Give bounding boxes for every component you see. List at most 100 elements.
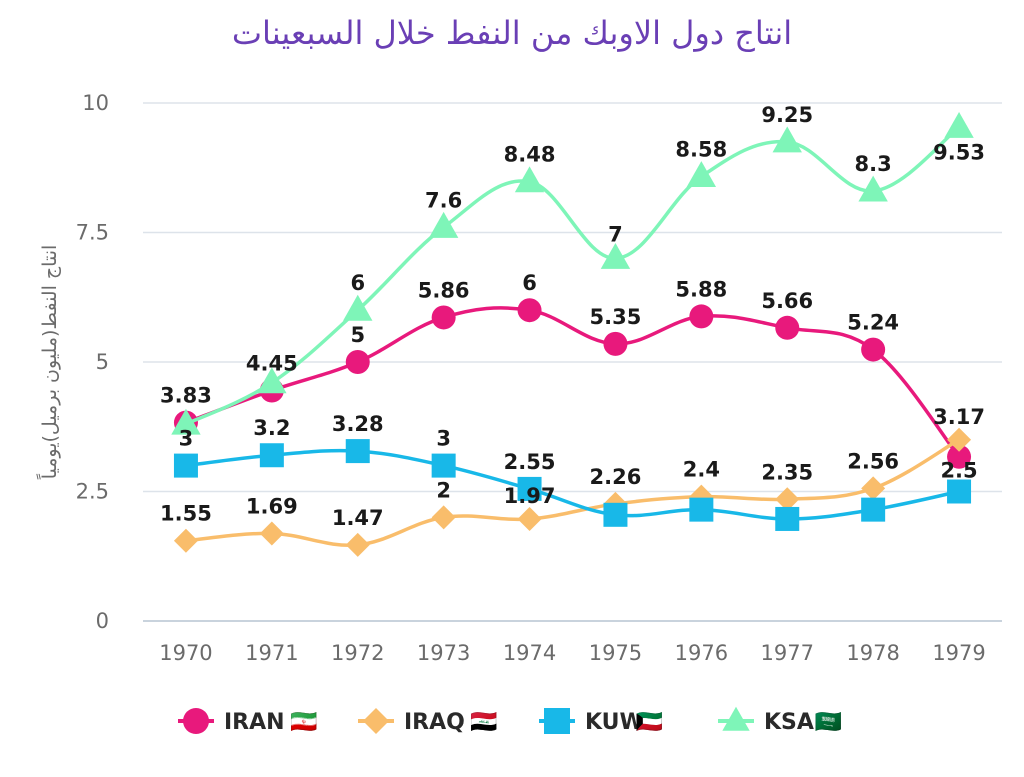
data-label-ksa-1978: 8.3 [855, 152, 892, 176]
x-tick-label: 1971 [245, 641, 298, 665]
x-tick-label: 1975 [589, 641, 642, 665]
marker-ksa-1975 [600, 243, 631, 269]
marker-ksa-1973 [428, 211, 459, 238]
legend-flag-ksa: 🇸🇦 [815, 710, 842, 735]
data-label-kuw-1979: 2.5 [940, 459, 977, 483]
data-label-iraq-1975: 2.26 [590, 465, 642, 489]
marker-ksa-1976 [686, 161, 717, 188]
legend-marker-iran [183, 708, 209, 734]
marker-iraq-1979 [947, 427, 972, 452]
data-label-iraq-1971: 1.69 [246, 494, 298, 518]
marker-iraq-1974 [517, 506, 542, 531]
data-label-iraq-1977: 2.35 [761, 460, 813, 484]
data-label-iran-1979: 3.17 [933, 405, 985, 429]
grid-layer [143, 102, 1002, 622]
y-tick-label: 0 [96, 609, 109, 633]
data-label-ksa-1977: 9.25 [761, 103, 813, 127]
marker-iran-1975 [603, 331, 628, 356]
data-label-kuw-1972: 3.28 [332, 412, 384, 436]
data-label-kuw-1974: 2.55 [504, 450, 556, 474]
data-label-iran-1977: 5.66 [761, 289, 813, 313]
marker-iraq-1971 [259, 521, 284, 546]
marker-ksa-1972 [343, 294, 373, 321]
chart-title: انتاج دول الاوبك من النفط خلال السبعينات [231, 14, 793, 52]
marker-ksa-1970 [171, 408, 201, 435]
legend-marker-iraq [363, 708, 389, 734]
series-line-iran [185, 306, 961, 458]
legend-label-kuw: KUW [585, 710, 644, 735]
legend-marker-ksa [722, 706, 750, 731]
data-label-iran-1975: 5.35 [590, 305, 642, 329]
data-label-iraq-1970: 1.55 [160, 502, 212, 526]
marker-kuw-1976 [689, 497, 714, 522]
legend-flag-kuw: 🇰🇼 [636, 710, 663, 735]
data-label-iraq-1972: 1.47 [332, 506, 384, 530]
legend-item-ksa[interactable]: KSA 🇸🇦 [718, 706, 842, 735]
marker-kuw-1975 [603, 502, 628, 527]
data-label-iran-1973: 5.86 [418, 278, 470, 302]
data-label-iran-1970: 3.83 [160, 384, 212, 408]
data-label-ksa-1974: 8.48 [504, 143, 556, 167]
marker-kuw-1978 [861, 497, 886, 522]
data-label-ksa-1975: 7 [608, 222, 623, 246]
series-line-ksa [185, 125, 961, 426]
legend-item-iran[interactable]: IRAN 🇮🇷 [178, 708, 317, 735]
marker-iraq-1973 [431, 505, 456, 530]
marker-iran-1978 [861, 337, 886, 362]
y-tick-label: 5 [96, 350, 109, 374]
data-label-iran-1972: 5 [350, 323, 365, 347]
x-tick-label: 1976 [675, 641, 728, 665]
data-label-iran-1978: 5.24 [847, 311, 899, 335]
legend-flag-iraq: 🇮🇶 [470, 710, 497, 735]
x-tick-label: 1974 [503, 641, 556, 665]
data-label-iran-1976: 5.88 [675, 277, 727, 301]
y-tick-label: 2.5 [76, 480, 109, 504]
x-tick-label: 1977 [761, 641, 814, 665]
data-label-ksa-1972: 6 [350, 271, 365, 295]
data-label-ksa-1976: 8.58 [675, 138, 727, 162]
marker-ksa-1974 [514, 166, 545, 193]
marker-kuw-1974 [517, 476, 542, 501]
legend-item-kuw[interactable]: KUW🇰🇼 [539, 708, 663, 735]
x-tick-label: 1973 [417, 641, 470, 665]
data-label-iran-1971: 4.45 [246, 351, 298, 375]
data-label-iraq-1976: 2.4 [683, 458, 720, 482]
marker-iran-1979 [947, 444, 972, 469]
legend-item-iraq[interactable]: IRAQ 🇮🇶 [358, 708, 497, 735]
marker-iran-1976 [689, 304, 714, 329]
marker-iraq-1972 [345, 532, 370, 557]
marker-ksa-1971 [257, 367, 287, 394]
data-label-ksa-1979: 9.53 [933, 140, 985, 164]
marker-iran-1977 [775, 315, 800, 340]
y-tick-label: 10 [82, 91, 109, 115]
marker-iran-1973 [431, 305, 456, 330]
series-line-iraq [185, 438, 960, 548]
legend-label-iraq: IRAQ [404, 710, 465, 735]
series-line-kuw [185, 448, 960, 521]
x-tick-label: 1978 [846, 641, 899, 665]
marker-iran-1972 [345, 350, 370, 374]
data-label-iraq-1974: 1.97 [504, 484, 556, 508]
data-label-kuw-1971: 3.2 [253, 416, 290, 440]
marker-ksa-1978 [858, 175, 888, 202]
y-axis-label: انتاج النفط(مليون برميل)يومياً [36, 245, 61, 480]
legend-marker-kuw [544, 708, 570, 734]
marker-kuw-1972 [345, 439, 370, 464]
data-label-layer: 3.83 4.45 5 5.86 6 5.35 5.88 5.66 5.24 3.17 1.55 1.… [160, 103, 985, 530]
marker-kuw-1971 [259, 443, 284, 468]
x-tick-label: 1979 [932, 641, 985, 665]
marker-iraq-1970 [173, 528, 198, 553]
legend[interactable]: IRAN 🇮🇷 IRAQ 🇮🇶 KUW🇰🇼 KSA 🇸🇦 [178, 706, 842, 735]
data-label-ksa-1973: 7.6 [425, 188, 462, 212]
series-kuw [173, 439, 972, 531]
y-tick-label: 7.5 [76, 221, 109, 245]
marker-kuw-1970 [173, 453, 198, 478]
data-label-kuw-1973: 3 [436, 427, 451, 451]
marker-kuw-1973 [431, 453, 456, 478]
legend-label-iran: IRAN [224, 710, 285, 735]
data-label-iraq-1973: 2 [436, 478, 451, 502]
marker-iran-1974 [517, 298, 542, 323]
